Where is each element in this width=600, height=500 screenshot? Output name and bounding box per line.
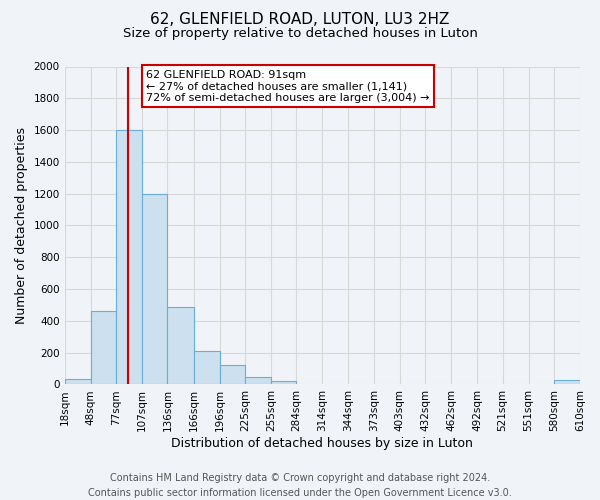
Text: Contains HM Land Registry data © Crown copyright and database right 2024.
Contai: Contains HM Land Registry data © Crown c…: [88, 472, 512, 498]
Bar: [193, 351, 220, 384]
Bar: [220, 366, 245, 384]
X-axis label: Distribution of detached houses by size in Luton: Distribution of detached houses by size …: [172, 437, 473, 450]
Bar: [142, 194, 167, 384]
Text: 62 GLENFIELD ROAD: 91sqm
← 27% of detached houses are smaller (1,141)
72% of sem: 62 GLENFIELD ROAD: 91sqm ← 27% of detach…: [146, 70, 430, 103]
Text: Size of property relative to detached houses in Luton: Size of property relative to detached ho…: [122, 28, 478, 40]
Bar: [167, 306, 194, 384]
Bar: [65, 379, 91, 384]
Bar: [116, 130, 142, 384]
Bar: [271, 382, 296, 384]
Bar: [554, 380, 580, 384]
Text: 62, GLENFIELD ROAD, LUTON, LU3 2HZ: 62, GLENFIELD ROAD, LUTON, LU3 2HZ: [151, 12, 449, 28]
Bar: [91, 312, 116, 384]
Y-axis label: Number of detached properties: Number of detached properties: [15, 127, 28, 324]
Bar: [245, 378, 271, 384]
